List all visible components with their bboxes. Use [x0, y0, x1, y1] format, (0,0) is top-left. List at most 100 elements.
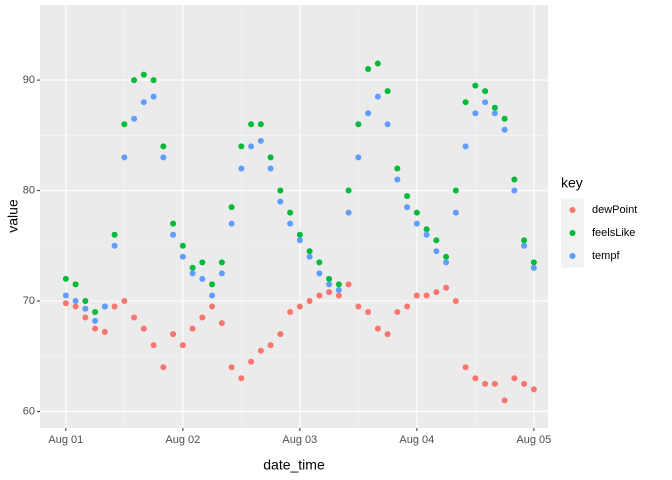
point	[170, 231, 177, 238]
y-tick-label: 90	[23, 74, 35, 86]
point	[170, 220, 177, 227]
point	[511, 176, 518, 183]
y-axis-title: value	[5, 199, 21, 233]
panel	[40, 5, 548, 428]
point	[452, 297, 459, 304]
point	[443, 259, 450, 266]
point	[179, 242, 186, 249]
points	[62, 60, 537, 404]
point	[62, 300, 69, 307]
point	[131, 115, 138, 122]
point	[472, 375, 479, 382]
point	[267, 165, 274, 172]
point	[413, 292, 420, 299]
x-tick-label: Aug 05	[516, 434, 551, 446]
legend-swatch	[569, 230, 576, 236]
point	[355, 154, 362, 161]
point	[491, 380, 498, 387]
y-tick-label: 70	[23, 295, 35, 307]
point	[335, 286, 342, 293]
point	[218, 270, 225, 277]
point	[72, 281, 79, 288]
point	[365, 110, 372, 117]
point	[296, 231, 303, 238]
point	[404, 204, 411, 211]
point	[404, 193, 411, 200]
point	[394, 309, 401, 316]
point	[199, 259, 206, 266]
point	[394, 176, 401, 183]
point	[267, 154, 274, 161]
point	[521, 242, 528, 249]
legend-swatch	[569, 253, 576, 259]
point	[423, 226, 430, 233]
point	[111, 242, 118, 249]
point	[482, 88, 489, 95]
legend-label: dewPoint	[592, 204, 637, 216]
point	[209, 303, 216, 310]
point	[530, 264, 537, 271]
point	[433, 237, 440, 244]
point	[501, 126, 508, 133]
point	[530, 259, 537, 266]
point	[160, 143, 167, 150]
point	[140, 71, 147, 78]
point	[452, 187, 459, 194]
point	[62, 275, 69, 282]
point	[150, 77, 157, 84]
point	[101, 328, 108, 335]
point	[111, 231, 118, 238]
point	[248, 143, 255, 150]
point	[131, 314, 138, 321]
point	[355, 303, 362, 310]
point	[170, 331, 177, 338]
point	[209, 292, 216, 299]
point	[228, 204, 235, 211]
point	[335, 292, 342, 299]
point	[238, 143, 245, 150]
point	[335, 281, 342, 288]
point	[491, 110, 498, 117]
point	[491, 104, 498, 111]
point	[189, 270, 196, 277]
point	[111, 303, 118, 310]
point	[511, 375, 518, 382]
legend-label: tempf	[592, 250, 620, 262]
point	[248, 121, 255, 128]
point	[316, 292, 323, 299]
point	[82, 314, 89, 321]
point	[355, 121, 362, 128]
point	[179, 342, 186, 349]
point	[306, 253, 313, 260]
legend-label: feelsLike	[592, 227, 635, 239]
point	[423, 292, 430, 299]
point	[316, 259, 323, 266]
point	[228, 220, 235, 227]
point	[384, 88, 391, 95]
legend-title: key	[561, 175, 583, 191]
point	[72, 303, 79, 310]
point	[82, 305, 89, 312]
point	[92, 317, 99, 324]
point	[199, 275, 206, 282]
point	[404, 303, 411, 310]
point	[511, 187, 518, 194]
point	[238, 375, 245, 382]
point	[413, 209, 420, 216]
x-tick-label: Aug 02	[165, 434, 200, 446]
point	[160, 154, 167, 161]
point	[326, 281, 333, 288]
point	[150, 342, 157, 349]
point	[257, 121, 264, 128]
y-tick-label: 80	[23, 184, 35, 196]
point	[501, 115, 508, 122]
point	[501, 397, 508, 404]
point	[482, 99, 489, 106]
point	[345, 187, 352, 194]
point	[452, 209, 459, 216]
point	[150, 93, 157, 100]
point	[189, 264, 196, 271]
point	[140, 325, 147, 332]
point	[277, 331, 284, 338]
point	[521, 237, 528, 244]
